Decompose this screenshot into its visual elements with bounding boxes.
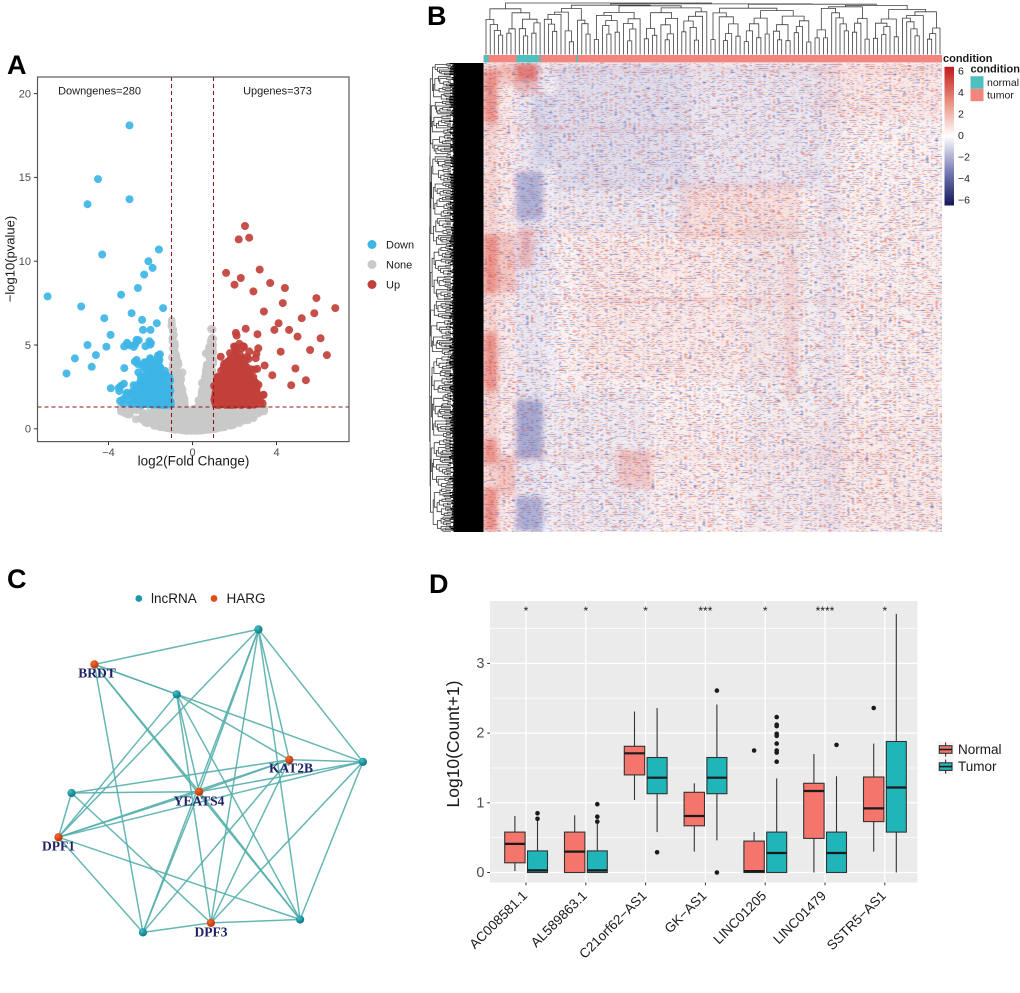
svg-text:B: B: [427, 1, 447, 31]
svg-text:Downgenes=280: Downgenes=280: [58, 86, 141, 98]
svg-text:Log10(Count+1): Log10(Count+1): [443, 681, 463, 808]
svg-text:normal: normal: [987, 77, 1019, 89]
svg-text:BRDT: BRDT: [78, 666, 116, 681]
svg-text:*: *: [524, 604, 529, 618]
svg-text:4: 4: [273, 447, 279, 459]
svg-text:−4: −4: [958, 173, 970, 185]
svg-text:*: *: [882, 604, 887, 618]
svg-text:lncRNA: lncRNA: [151, 591, 197, 606]
svg-text:*: *: [643, 604, 648, 618]
svg-text:A: A: [7, 50, 27, 80]
svg-text:10: 10: [19, 256, 31, 268]
svg-text:YEATS4: YEATS4: [174, 794, 225, 809]
svg-text:condition: condition: [971, 64, 1020, 76]
svg-text:6: 6: [958, 65, 964, 77]
svg-text:None: None: [386, 259, 412, 271]
svg-text:5: 5: [25, 340, 31, 352]
svg-text:D: D: [429, 569, 449, 599]
svg-text:*: *: [763, 604, 768, 618]
svg-text:log2(Fold Change): log2(Fold Change): [138, 454, 250, 469]
svg-text:C: C: [7, 564, 27, 594]
svg-text:****: ****: [816, 604, 835, 618]
svg-text:0: 0: [25, 424, 31, 436]
svg-text:KAT2B: KAT2B: [269, 761, 313, 776]
svg-text:Tumor: Tumor: [958, 759, 997, 774]
svg-text:−4: −4: [102, 447, 115, 459]
svg-text:3: 3: [476, 656, 484, 672]
svg-text:−2: −2: [958, 152, 970, 164]
svg-text:Upgenes=373: Upgenes=373: [243, 86, 312, 98]
svg-text:2: 2: [476, 726, 484, 742]
svg-text:DPF3: DPF3: [195, 925, 228, 940]
svg-text:tumor: tumor: [987, 90, 1014, 102]
svg-text:DPF1: DPF1: [42, 839, 75, 854]
svg-text:2: 2: [958, 108, 964, 120]
svg-text:1: 1: [476, 795, 484, 811]
svg-text:HARG: HARG: [227, 591, 266, 606]
svg-text:−6: −6: [958, 195, 970, 207]
svg-text:***: ***: [698, 604, 712, 618]
svg-text:20: 20: [19, 88, 31, 100]
svg-text:Up: Up: [386, 279, 400, 291]
svg-text:4: 4: [958, 87, 964, 99]
svg-text:15: 15: [19, 172, 31, 184]
svg-text:−log10(pvalue): −log10(pvalue): [3, 216, 18, 302]
svg-text:Normal: Normal: [958, 742, 1002, 757]
svg-text:*: *: [583, 604, 588, 618]
svg-text:Down: Down: [386, 239, 414, 251]
svg-text:0: 0: [958, 130, 964, 142]
svg-text:0: 0: [476, 865, 484, 881]
